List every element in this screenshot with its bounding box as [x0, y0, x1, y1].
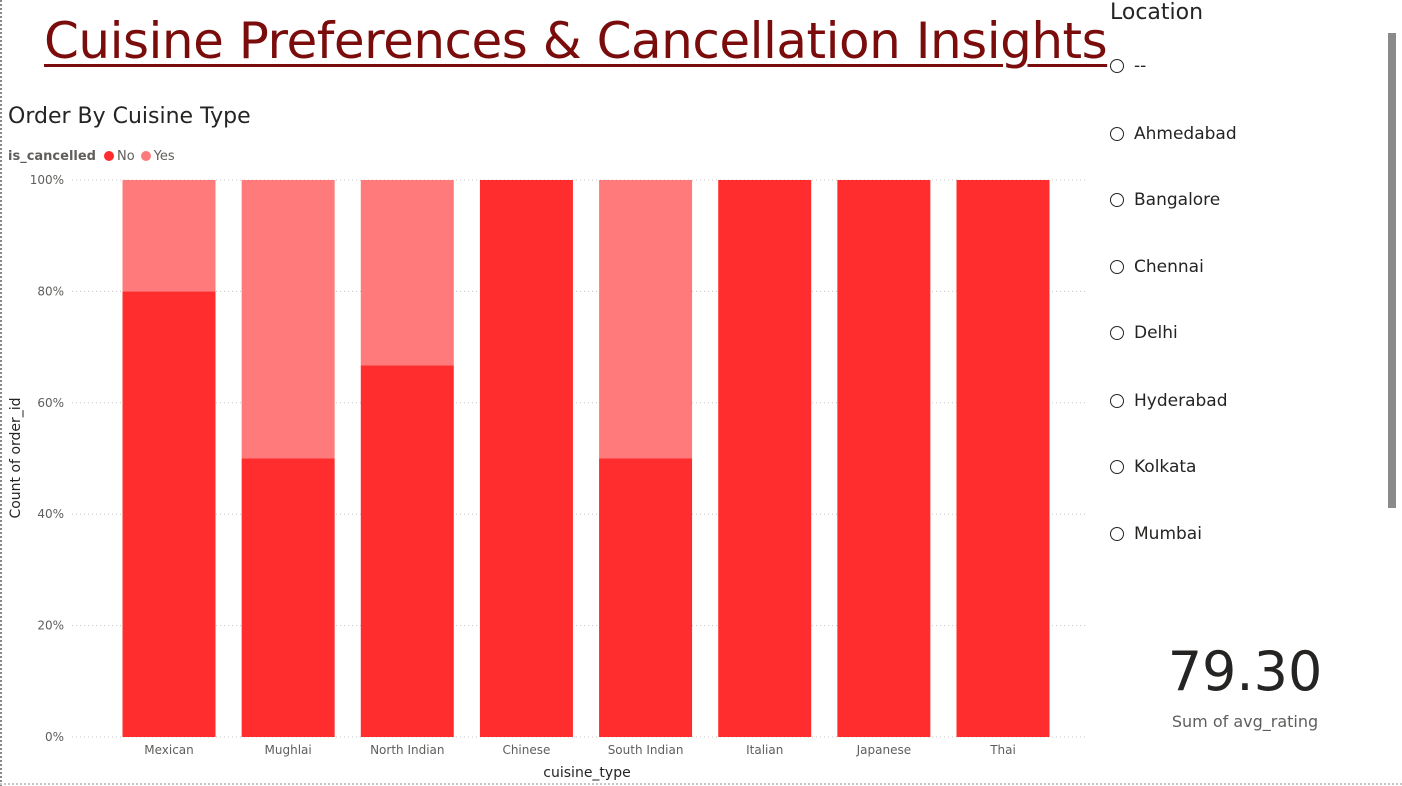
- location-option-label: Delhi: [1134, 323, 1178, 343]
- page-title: Cuisine Preferences & Cancellation Insig…: [44, 12, 1108, 70]
- x-tick-label: North Indian: [370, 743, 444, 757]
- legend-item-yes[interactable]: Yes: [140, 148, 175, 164]
- bar-segment-no[interactable]: [479, 180, 573, 737]
- visual-border-left: [0, 0, 2, 786]
- location-option[interactable]: --: [1110, 56, 1146, 76]
- location-option[interactable]: Delhi: [1110, 323, 1178, 343]
- location-option-label: Kolkata: [1134, 457, 1197, 477]
- x-tick-label: Japanese: [856, 743, 912, 757]
- radio-button-icon[interactable]: [1110, 326, 1124, 340]
- location-option[interactable]: Ahmedabad: [1110, 124, 1237, 144]
- bar-segment-no[interactable]: [956, 180, 1050, 737]
- radio-button-icon[interactable]: [1110, 394, 1124, 408]
- y-tick-label: 40%: [37, 507, 64, 521]
- location-slicer-title: Location: [1110, 0, 1204, 25]
- kpi-card-value: 79.30: [1167, 640, 1323, 703]
- chart-title: Order By Cuisine Type: [8, 104, 251, 129]
- location-option[interactable]: Bangalore: [1110, 190, 1220, 210]
- location-option-label: Chennai: [1134, 257, 1204, 277]
- radio-button-icon[interactable]: [1110, 127, 1124, 141]
- y-tick-label: 80%: [37, 284, 64, 298]
- legend-dot-yes: [140, 151, 151, 161]
- bar-segment-no[interactable]: [837, 180, 931, 737]
- radio-button-icon[interactable]: [1110, 193, 1124, 207]
- y-tick-label: 20%: [37, 619, 64, 633]
- location-option-label: Ahmedabad: [1134, 124, 1237, 144]
- legend-label-yes: Yes: [153, 148, 175, 164]
- location-option[interactable]: Chennai: [1110, 257, 1204, 277]
- x-tick-label: Italian: [746, 743, 783, 757]
- slicer-scrollbar-thumb[interactable]: [1388, 33, 1396, 508]
- bar-segment-no[interactable]: [599, 458, 693, 738]
- x-tick-label: South Indian: [608, 743, 684, 757]
- x-axis-title: cuisine_type: [543, 765, 630, 781]
- x-tick-label: Mexican: [144, 743, 194, 757]
- location-option-label: Hyderabad: [1134, 391, 1228, 411]
- location-option[interactable]: Hyderabad: [1110, 391, 1228, 411]
- y-axis-title: Count of order_id: [8, 397, 24, 518]
- legend-dot-no: [104, 151, 114, 161]
- x-tick-label: Chinese: [502, 743, 550, 757]
- kpi-card-label: Sum of avg_rating: [1171, 712, 1319, 731]
- y-tick-label: 0%: [45, 730, 64, 744]
- radio-button-icon[interactable]: [1110, 460, 1124, 474]
- bar-segment-no[interactable]: [241, 458, 335, 738]
- bar-segment-yes[interactable]: [360, 180, 454, 366]
- location-option-label: Mumbai: [1134, 524, 1202, 544]
- bar-segment-no[interactable]: [360, 365, 454, 737]
- y-tick-label: 100%: [30, 173, 64, 187]
- stacked-bar-chart[interactable]: 0% 20% 40% 60% 80% 100% Mexican Mughlai North In…: [0, 160, 1100, 786]
- chart-legend[interactable]: is_cancelled No Yes: [8, 146, 181, 166]
- bar-segment-no[interactable]: [718, 180, 812, 737]
- visual-border-bottom: [0, 783, 1402, 785]
- x-tick-label: Mughlai: [265, 743, 312, 757]
- bar-segment-yes[interactable]: [122, 180, 216, 292]
- bar-segment-no[interactable]: [122, 291, 216, 737]
- legend-title: is_cancelled: [8, 148, 96, 164]
- bar-segment-yes[interactable]: [599, 180, 693, 459]
- x-tick-label: Thai: [989, 743, 1016, 757]
- legend-label-no: No: [117, 148, 135, 164]
- radio-button-icon[interactable]: [1110, 260, 1124, 274]
- radio-button-icon[interactable]: [1110, 527, 1124, 541]
- y-tick-label: 60%: [37, 396, 64, 410]
- location-option-label: --: [1134, 56, 1147, 76]
- bar-segment-yes[interactable]: [241, 180, 335, 459]
- legend-item-no[interactable]: No: [104, 149, 135, 164]
- radio-button-icon[interactable]: [1110, 59, 1124, 73]
- location-option-label: Bangalore: [1134, 190, 1221, 210]
- location-option[interactable]: Mumbai: [1110, 524, 1202, 544]
- location-option[interactable]: Kolkata: [1110, 457, 1196, 477]
